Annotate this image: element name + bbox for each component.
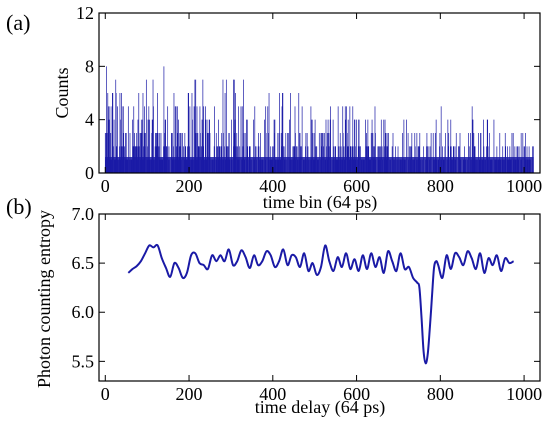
panel-a-y-axis: 0 4 8 12 bbox=[76, 3, 540, 183]
x-tick-label: 400 bbox=[259, 176, 286, 196]
panel-b-frame bbox=[98, 213, 541, 382]
panel-a-y-axis-label: Counts bbox=[52, 67, 72, 118]
x-tick-label: 1000 bbox=[506, 176, 542, 196]
x-tick-label: 200 bbox=[176, 176, 203, 196]
x-tick-label: 600 bbox=[343, 176, 370, 196]
x-tick-label: 800 bbox=[427, 384, 454, 404]
panel-b-y-axis: 5.5 6.0 6.5 7.0 bbox=[72, 204, 540, 371]
panel-b-y-axis-label: Photon counting entropy bbox=[34, 210, 54, 388]
y-tick-label: 6.5 bbox=[72, 253, 95, 273]
panel-b-plot-area bbox=[127, 243, 515, 365]
panel-b-x-axis: 0 200 400 600 800 1000 bbox=[101, 214, 542, 404]
panel-b-label: (b) bbox=[6, 194, 32, 219]
panel-a-label: (a) bbox=[6, 10, 30, 35]
y-tick-label: 0 bbox=[85, 163, 94, 183]
x-tick-label: 600 bbox=[343, 384, 370, 404]
x-tick-label: 200 bbox=[176, 384, 203, 404]
y-tick-label: 7.0 bbox=[72, 204, 95, 224]
y-tick-label: 6.0 bbox=[72, 302, 95, 322]
panel-a-frame bbox=[98, 12, 541, 174]
x-tick-label: 400 bbox=[259, 384, 286, 404]
y-tick-label: 8 bbox=[85, 56, 94, 76]
panel-a-x-axis-label: time bin (64 ps) bbox=[263, 192, 378, 213]
histogram-dense-base bbox=[105, 157, 534, 173]
panel-a-x-axis: 0 200 400 600 800 1000 bbox=[101, 13, 542, 196]
y-tick-label: 4 bbox=[85, 110, 94, 130]
panel-a-plot-area bbox=[104, 66, 534, 173]
y-tick-label: 5.5 bbox=[72, 351, 95, 371]
x-tick-label: 0 bbox=[101, 384, 110, 404]
panel-b-x-axis-label: time delay (64 ps) bbox=[255, 397, 385, 418]
panel-b: (b) 0 200 400 600 800 1000 5.5 6.0 6.5 7.0 time … bbox=[6, 194, 542, 418]
x-tick-label: 800 bbox=[427, 176, 454, 196]
panel-a: (a) 0 200 400 600 800 1000 0 4 8 12 time bin (64… bbox=[6, 3, 542, 213]
x-tick-label: 0 bbox=[101, 176, 110, 196]
y-tick-label: 12 bbox=[76, 3, 94, 23]
entropy-series-line bbox=[127, 243, 515, 365]
x-tick-label: 1000 bbox=[506, 384, 542, 404]
